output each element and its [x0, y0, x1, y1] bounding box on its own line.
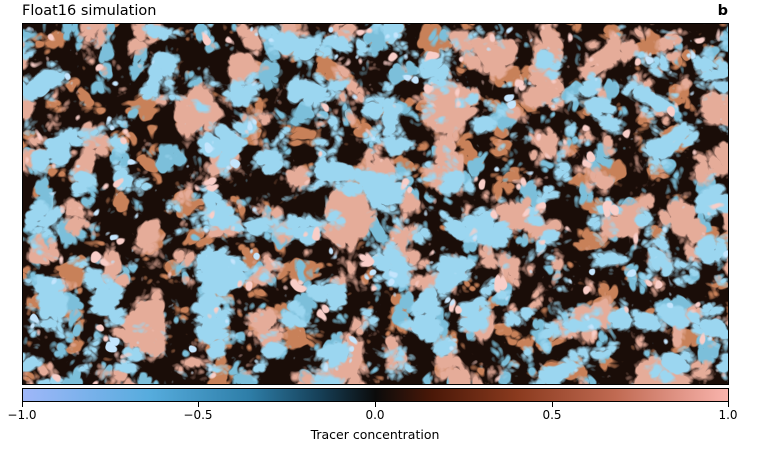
- colorbar-tick: [22, 402, 23, 407]
- colorbar-tick: [198, 402, 199, 407]
- colorbar: [22, 388, 729, 402]
- colorbar-tick: [728, 402, 729, 407]
- colorbar-tick-label: −1.0: [7, 408, 37, 422]
- colorbar-tick: [552, 402, 553, 407]
- colorbar-tick-label: −0.5: [183, 408, 213, 422]
- colorbar-tick-label: 0.0: [365, 408, 385, 422]
- colorbar-tick: [375, 402, 376, 407]
- figure-title: Float16 simulation: [22, 3, 157, 19]
- tracer-field-image: [22, 23, 729, 385]
- colorbar-label: Tracer concentration: [310, 427, 440, 442]
- tracer-field-render: [23, 24, 728, 384]
- colorbar-tick-label: 1.0: [718, 408, 738, 422]
- colorbar-tick-label: 0.5: [542, 408, 562, 422]
- panel-letter: b: [717, 3, 728, 19]
